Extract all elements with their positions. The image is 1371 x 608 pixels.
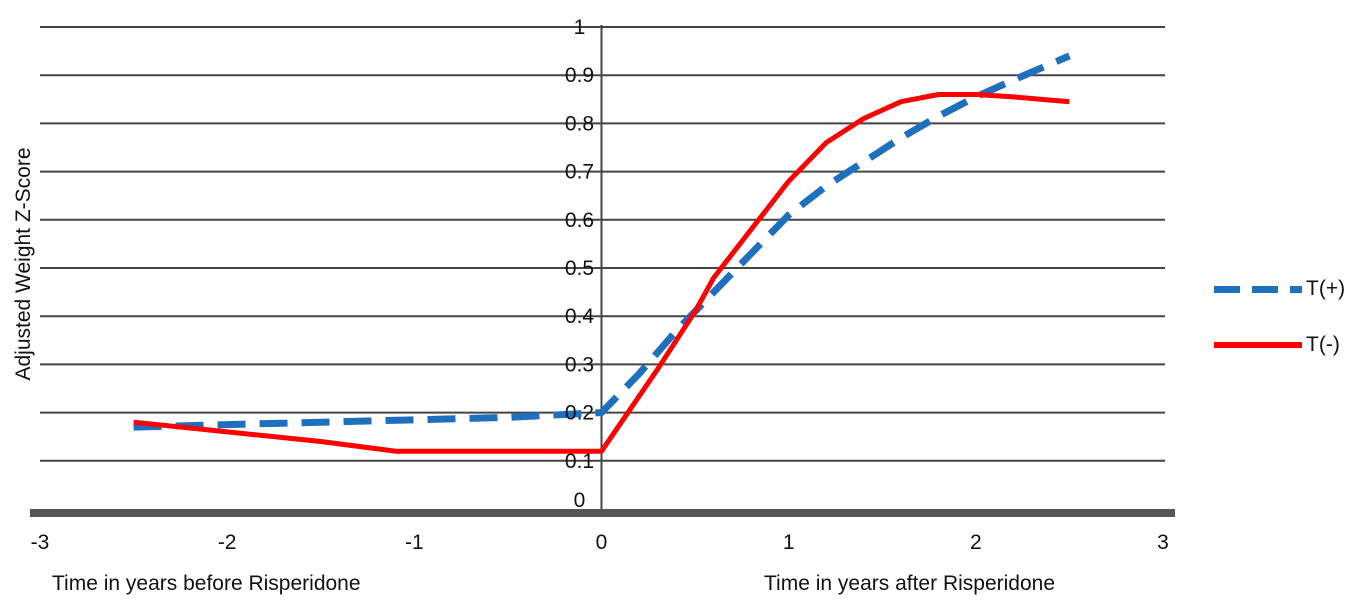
y-tick-label-0.1: 0.1 — [565, 450, 594, 473]
y-tick-label-1: 1 — [574, 16, 586, 39]
tick-labels: 0 0.1 0.2 0.3 0.4 0.5 0.6 0.7 0.8 0.9 1 -3 -2 -1 0 1 2 3 — [31, 16, 1169, 554]
series-line-t-plus — [133, 52, 1071, 431]
y-tick-label-0.7: 0.7 — [565, 161, 594, 184]
legend-label-t-minus: T(-) — [1306, 333, 1340, 356]
x-tick-label--1: -1 — [405, 531, 424, 554]
series-lines — [133, 52, 1071, 454]
y-tick-label-0.5: 0.5 — [565, 257, 594, 280]
legend: T(+) T(-) — [1214, 270, 1364, 370]
x-axis-label-before: Time in years before Risperidone — [52, 572, 361, 595]
series-line-t-minus — [133, 92, 1070, 454]
legend-item-t-minus: T(-) — [1214, 330, 1340, 360]
y-axis-label: Adjusted Weight Z-Score — [12, 147, 35, 380]
y-tick-label-0.6: 0.6 — [565, 209, 594, 232]
x-tick-label--3: -3 — [31, 531, 50, 554]
x-tick-label-2: 2 — [970, 531, 982, 554]
y-tick-label-0.9: 0.9 — [565, 64, 594, 87]
legend-label-t-plus: T(+) — [1306, 277, 1346, 300]
x-axis-bar — [30, 509, 1175, 517]
x-tick-label-3: 3 — [1157, 531, 1169, 554]
y-tick-label-0.4: 0.4 — [565, 305, 595, 328]
y-tick-label-0: 0 — [574, 489, 586, 512]
axes — [30, 25, 1175, 517]
x-tick-label-0: 0 — [596, 531, 608, 554]
y-tick-label-0.8: 0.8 — [565, 112, 594, 135]
legend-swatch-dashed-blue — [1214, 285, 1302, 293]
legend-item-t-plus: T(+) — [1214, 274, 1345, 304]
x-tick-label-1: 1 — [783, 531, 795, 554]
y-tick-label-0.3: 0.3 — [565, 353, 594, 376]
legend-swatch-solid-red — [1214, 342, 1302, 348]
y-tick-label-0.2: 0.2 — [565, 402, 594, 425]
x-axis-label-after: Time in years after Risperidone — [764, 572, 1055, 595]
x-tick-label--2: -2 — [218, 531, 237, 554]
